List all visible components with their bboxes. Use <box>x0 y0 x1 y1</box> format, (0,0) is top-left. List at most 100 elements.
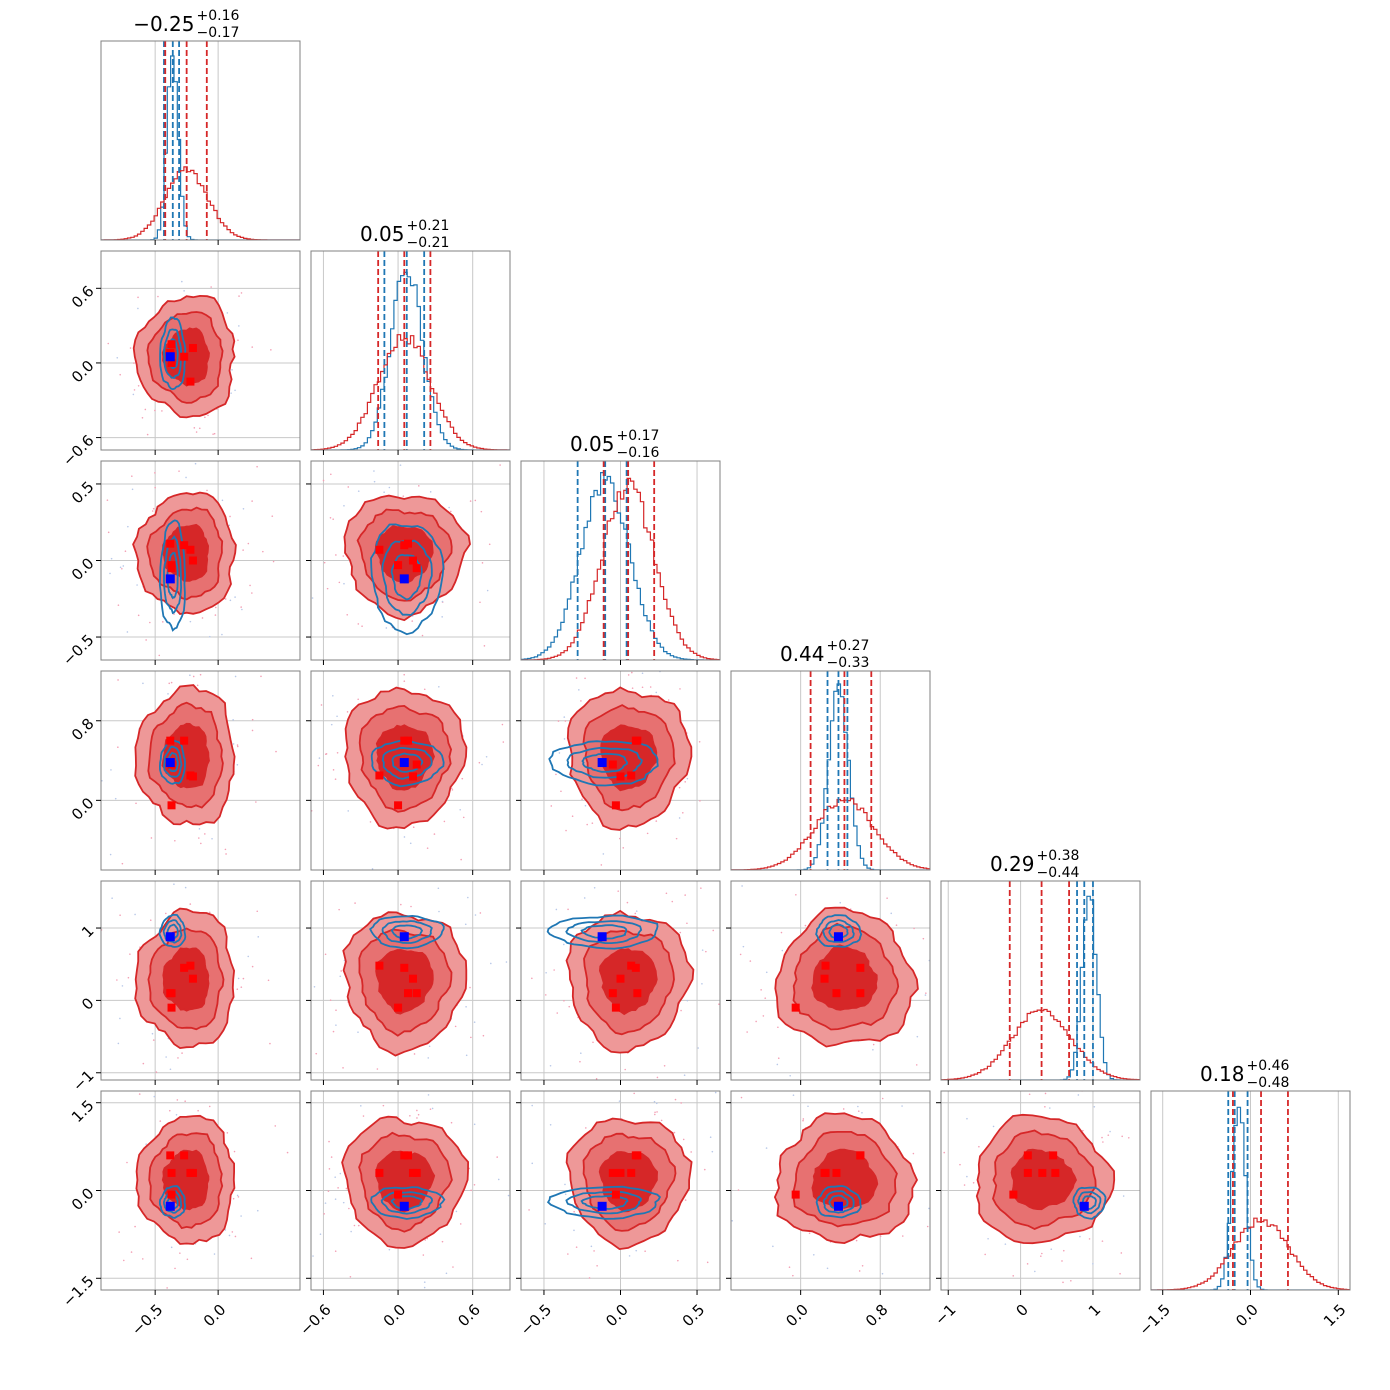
sample-point <box>238 325 240 327</box>
sample-point <box>593 1250 595 1252</box>
red-truth-marker <box>1023 1151 1032 1160</box>
sample-point <box>593 886 596 889</box>
panel-2-1 <box>306 459 511 665</box>
sample-point <box>189 620 192 623</box>
sample-point <box>386 459 388 461</box>
sample-point <box>461 777 464 780</box>
sample-point <box>162 1303 164 1305</box>
param-title-0: −0.25 +0.16−0.17 <box>133 8 239 41</box>
sample-point <box>924 994 927 996</box>
sample-point <box>564 1183 566 1186</box>
param-title-1: 0.05 +0.21−0.21 <box>360 218 449 251</box>
sample-point <box>157 295 159 298</box>
sample-point <box>633 1092 635 1095</box>
sample-point <box>240 292 243 294</box>
sample-point <box>193 427 196 429</box>
sample-point <box>121 567 123 570</box>
sample-point <box>274 1125 277 1127</box>
sample-point <box>336 715 338 718</box>
sample-point <box>1036 1089 1038 1091</box>
sample-point <box>234 1235 237 1238</box>
sample-point <box>870 1294 872 1296</box>
sample-point <box>354 902 356 904</box>
sample-point <box>328 1140 330 1143</box>
sample-point <box>428 1045 431 1048</box>
sample-point <box>926 1225 929 1228</box>
sample-point <box>1062 1281 1064 1284</box>
sample-point <box>342 1067 344 1069</box>
sample-point <box>175 1114 178 1116</box>
sample-point <box>485 755 488 758</box>
panel-2-2 <box>520 460 721 665</box>
sample-point <box>141 416 144 419</box>
sample-point <box>712 929 715 932</box>
x-tick-label: 0.6 <box>454 1301 484 1331</box>
sample-point <box>549 1064 552 1067</box>
sample-point <box>427 1094 430 1096</box>
sample-point <box>595 1078 598 1080</box>
x-tick-label: 1 <box>1085 1301 1104 1320</box>
sample-point <box>441 600 444 603</box>
sample-point <box>224 1229 227 1231</box>
sample-point <box>433 833 436 835</box>
sample-point <box>228 1234 231 1237</box>
blue-contour-0 <box>159 316 187 391</box>
sample-point <box>644 1250 646 1253</box>
title-value: 0.18 <box>1200 1062 1245 1086</box>
sample-point <box>443 663 445 665</box>
sample-point <box>858 1270 861 1272</box>
sample-point <box>1044 1092 1047 1095</box>
sample-point <box>192 675 195 678</box>
blue-contour-0 <box>158 519 187 632</box>
sample-point <box>445 1272 448 1275</box>
sample-point <box>577 853 579 855</box>
sample-point <box>228 524 231 527</box>
sample-point <box>617 890 620 892</box>
sample-point <box>332 769 335 771</box>
sample-point <box>549 1123 552 1126</box>
sample-point <box>197 1109 199 1112</box>
sample-point <box>469 500 472 502</box>
sample-point <box>149 919 152 922</box>
blue-truth-marker <box>165 574 175 584</box>
sample-point <box>583 897 586 899</box>
sample-point <box>732 1152 734 1154</box>
sample-point <box>740 1096 743 1099</box>
sample-point <box>660 1119 663 1122</box>
sample-point <box>255 801 257 803</box>
sample-point <box>473 1183 476 1186</box>
sample-point <box>107 342 110 345</box>
red-truth-marker <box>611 1190 620 1199</box>
red-truth-marker <box>400 963 409 972</box>
sample-point <box>1062 1249 1065 1252</box>
sample-point <box>984 1253 986 1256</box>
blue-contour-1 <box>163 745 183 778</box>
sample-point <box>146 433 149 436</box>
panel-frame <box>730 880 931 1081</box>
sample-point <box>426 847 429 849</box>
x-tick-label: 0.0 <box>200 1301 230 1331</box>
red-truth-marker <box>180 1151 189 1160</box>
sample-point <box>318 757 321 759</box>
sample-point <box>441 1240 444 1243</box>
sample-point <box>133 362 135 364</box>
sample-point <box>454 1025 457 1028</box>
sample-point <box>586 859 588 861</box>
y-tick-label: −0.5 <box>59 631 97 669</box>
sample-point <box>403 680 406 682</box>
sample-point <box>731 1219 734 1222</box>
sample-point <box>138 1093 141 1095</box>
red-truth-marker <box>188 772 197 781</box>
sample-point <box>213 432 216 435</box>
sample-point <box>1012 1275 1015 1277</box>
sample-point <box>812 1253 815 1256</box>
sample-point <box>872 1049 874 1051</box>
sample-point <box>579 1060 581 1063</box>
sample-point <box>323 561 326 564</box>
sample-point <box>211 837 213 840</box>
blue-truth-marker <box>833 1201 843 1211</box>
sample-point <box>1032 1085 1034 1087</box>
sample-point <box>117 679 119 681</box>
sample-point <box>567 1253 569 1255</box>
sample-point <box>232 743 235 745</box>
